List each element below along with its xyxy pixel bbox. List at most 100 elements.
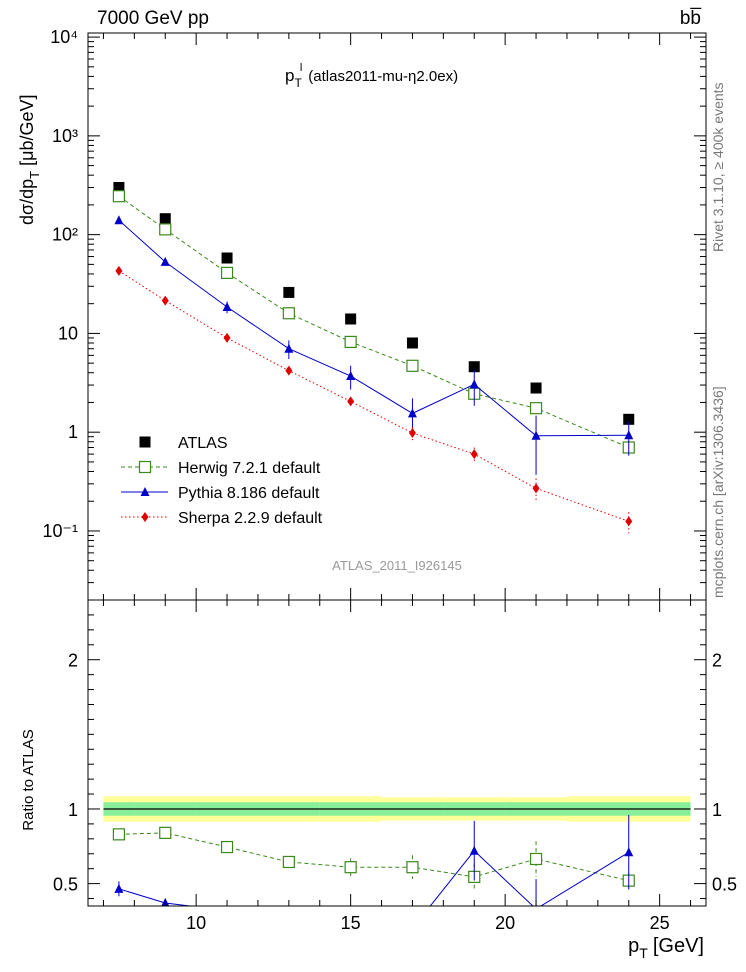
main-y-axis-label-pre: dσ/dp bbox=[17, 179, 37, 225]
main-y-axis-label-post: [μb/GeV] bbox=[17, 94, 37, 165]
ratio-axis-ticks bbox=[88, 599, 706, 906]
x-tick-label: 20 bbox=[495, 913, 515, 933]
main-y-tick-label: 10³ bbox=[52, 126, 78, 146]
legend-item: Sherpa 2.2.9 default bbox=[121, 510, 323, 527]
ratio-data-point bbox=[114, 883, 124, 893]
data-point bbox=[624, 430, 634, 440]
ratio-data-point bbox=[529, 852, 543, 866]
x-tick-label: 15 bbox=[341, 913, 361, 933]
data-point bbox=[160, 256, 170, 266]
ratio-data-point bbox=[344, 861, 357, 874]
data-point bbox=[406, 337, 418, 349]
legend: ATLAS Herwig 7.2.1 default Pythia 8.186 de… bbox=[121, 435, 323, 527]
data-point bbox=[113, 182, 125, 194]
series-pythia bbox=[114, 215, 634, 475]
data-point bbox=[407, 408, 417, 418]
data-point bbox=[468, 361, 480, 373]
data-point bbox=[220, 266, 234, 279]
data-point bbox=[344, 335, 357, 349]
main-series-layer bbox=[112, 182, 635, 534]
panel-title-main: p bbox=[285, 66, 294, 85]
legend-label: Sherpa 2.2.9 default bbox=[178, 510, 323, 527]
process-label: bb̅ bbox=[680, 8, 702, 29]
series-line bbox=[118, 195, 629, 448]
data-point bbox=[283, 286, 295, 298]
ratio-data-point bbox=[226, 905, 228, 906]
data-point bbox=[161, 295, 169, 306]
ratio-panel-frame bbox=[87, 599, 707, 907]
data-point bbox=[470, 449, 478, 460]
ratio-series-line bbox=[118, 832, 629, 882]
ratio-band-layer bbox=[103, 796, 691, 822]
main-y-axis-label: dσ/dpT [μb/GeV] bbox=[17, 94, 42, 225]
main-y-tick-label: 10² bbox=[52, 225, 78, 245]
x-tick-label: 10 bbox=[186, 913, 206, 933]
main-y-axis-label-sub: T bbox=[27, 171, 42, 179]
data-point bbox=[347, 396, 355, 407]
ratio-data-point bbox=[469, 845, 479, 855]
main-y-tick-label: 10⁻¹ bbox=[42, 521, 78, 541]
ratio-data-point bbox=[406, 861, 419, 874]
panel-title-sub: T bbox=[294, 76, 302, 90]
series-line bbox=[118, 270, 629, 522]
data-point bbox=[406, 359, 419, 372]
data-point bbox=[284, 343, 294, 353]
x-axis-label-rest: [GeV] bbox=[653, 935, 704, 957]
main-y-tick-label: 1 bbox=[68, 422, 78, 442]
panel-title-rest: (atlas2011-mu-η2.0ex) bbox=[308, 68, 458, 85]
data-point bbox=[282, 307, 295, 320]
legend-item: Pythia 8.186 default bbox=[121, 485, 320, 502]
series-herwig bbox=[112, 190, 635, 456]
ratio-y-tick-label-left: 2 bbox=[68, 651, 78, 671]
rivet-side-label: Rivet 3.1.10, ≥ 400k events bbox=[710, 82, 726, 252]
data-point bbox=[408, 428, 416, 439]
main-y-tick-label: 10⁴ bbox=[50, 27, 78, 47]
main-y-tick-labels: 10⁻¹ 1 10 10² 10³ 10⁴ bbox=[42, 27, 78, 541]
legend-marker bbox=[140, 487, 150, 496]
legend-marker bbox=[141, 512, 149, 522]
data-point bbox=[623, 413, 635, 425]
main-y-tick-label: 10 bbox=[58, 323, 78, 343]
ratio-data-point bbox=[624, 847, 634, 857]
data-point bbox=[221, 252, 233, 264]
x-axis-label-sub: T bbox=[639, 945, 648, 961]
data-point bbox=[222, 302, 232, 312]
ratio-y-tick-label-right: 0.5 bbox=[712, 875, 737, 895]
data-point bbox=[625, 516, 633, 527]
ratio-tick-labels: 10 15 20 25 0.5 0.5 1 1 2 2 bbox=[53, 651, 737, 933]
data-point bbox=[115, 265, 123, 276]
data-point bbox=[529, 402, 543, 415]
panel-title: pTl (atlas2011-mu-η2.0ex) bbox=[285, 62, 458, 90]
legend-label: ATLAS bbox=[178, 435, 228, 452]
ratio-data-point bbox=[284, 913, 293, 922]
series-atlas bbox=[113, 182, 635, 425]
ratio-y-tick-label-right: 2 bbox=[712, 651, 722, 671]
ratio-y-tick-label-left: 1 bbox=[68, 800, 78, 820]
data-point bbox=[531, 430, 541, 440]
data-point bbox=[530, 382, 542, 394]
mcplots-side-label: mcplots.cern.ch [arXiv:1306.3436] bbox=[710, 386, 726, 598]
ratio-data-point bbox=[408, 923, 417, 932]
data-point bbox=[532, 483, 540, 494]
data-point bbox=[223, 332, 231, 343]
ratio-y-tick-label-right: 1 bbox=[712, 800, 722, 820]
legend-item: ATLAS bbox=[139, 435, 228, 452]
ratio-data-point bbox=[282, 855, 295, 869]
data-point bbox=[159, 213, 171, 225]
ratio-y-tick-label-left: 0.5 bbox=[53, 875, 78, 895]
data-point bbox=[159, 223, 172, 236]
data-point bbox=[285, 365, 293, 376]
analysis-watermark: ATLAS_2011_I926145 bbox=[332, 558, 462, 573]
data-point bbox=[346, 371, 356, 381]
ratio-data-point bbox=[112, 828, 126, 841]
data-point bbox=[112, 190, 126, 203]
ratio-data-point bbox=[220, 840, 234, 854]
legend-marker bbox=[139, 436, 151, 448]
data-point bbox=[345, 313, 357, 325]
series-sherpa bbox=[115, 265, 633, 534]
data-point bbox=[114, 215, 124, 225]
panel-title-sup: l bbox=[300, 62, 302, 74]
legend-item: Herwig 7.2.1 default bbox=[121, 460, 321, 477]
energy-label: 7000 GeV pp bbox=[97, 8, 209, 29]
